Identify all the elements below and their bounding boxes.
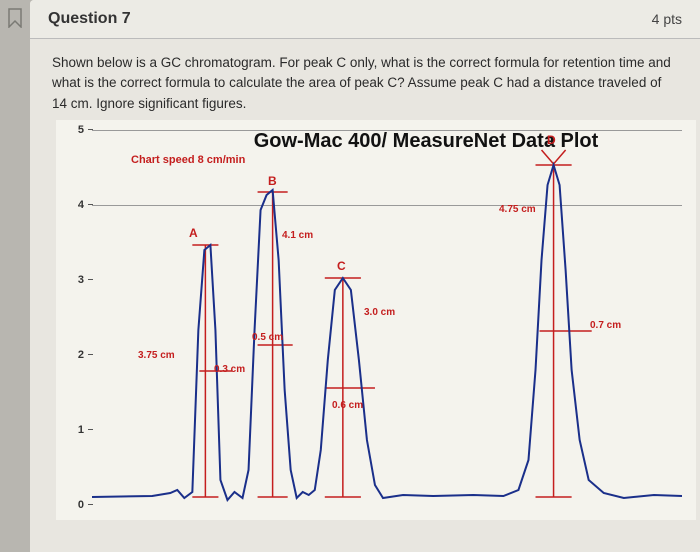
ytick-5: 5: [64, 122, 84, 139]
question-card: Question 7 4 pts Shown below is a GC chr…: [30, 0, 700, 552]
plot-area: A B C D 3.75 cm 0.3 cm 4.1 cm 0.5 cm 3.0…: [92, 130, 682, 502]
anno-peak-d: [536, 165, 592, 497]
anno-d-hw: 0.7 cm: [590, 318, 621, 333]
ytick-2: 2: [64, 347, 84, 364]
ytick-0: 0: [64, 497, 84, 514]
anno-b-hw: 0.5 cm: [252, 330, 283, 345]
peak-label-b: B: [268, 172, 277, 190]
peak-label-a: A: [189, 224, 198, 242]
anno-b-height: 4.1 cm: [282, 228, 313, 243]
anno-d-height: 4.75 cm: [499, 202, 536, 217]
anno-c-height: 3.0 cm: [364, 305, 395, 320]
anno-a-height: 3.75 cm: [138, 348, 175, 363]
question-body: Shown below is a GC chromatogram. For pe…: [30, 39, 700, 528]
bookmark-icon[interactable]: [7, 8, 23, 28]
anno-a-hw: 0.3 cm: [214, 362, 245, 377]
ytick-3: 3: [64, 272, 84, 289]
flag-column: [0, 0, 30, 552]
ytick-1: 1: [64, 422, 84, 439]
peak-label-d: D: [547, 131, 556, 149]
question-number: Question 7: [48, 10, 131, 28]
question-points: 4 pts: [652, 11, 682, 27]
question-header: Question 7 4 pts: [30, 0, 700, 39]
anno-c-hw: 0.6 cm: [332, 398, 363, 413]
peak-label-c: C: [337, 257, 346, 275]
question-prompt: Shown below is a GC chromatogram. For pe…: [52, 53, 678, 114]
chromatogram-chart: 5 4 3 2 1 0 Gow-Mac 400/ MeasureNet Data…: [56, 120, 696, 520]
ytick-4: 4: [64, 197, 84, 214]
